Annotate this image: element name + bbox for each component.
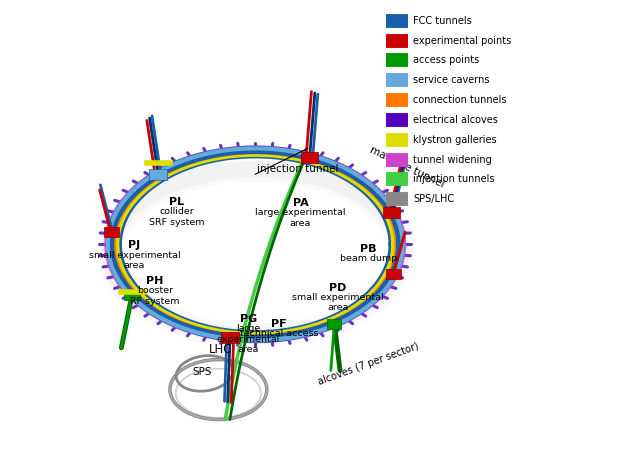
FancyBboxPatch shape <box>124 290 140 300</box>
Text: PH: PH <box>147 276 164 286</box>
Text: PL: PL <box>169 197 184 207</box>
FancyBboxPatch shape <box>301 152 318 163</box>
FancyBboxPatch shape <box>149 169 167 180</box>
Text: klystron galleries: klystron galleries <box>413 135 497 145</box>
Text: small experimental
area: small experimental area <box>292 293 384 312</box>
Text: SPS: SPS <box>192 366 212 377</box>
Text: LHC: LHC <box>209 343 232 356</box>
Text: PF: PF <box>271 319 287 329</box>
Text: large experimental
area: large experimental area <box>255 208 345 228</box>
Text: booster
RF system: booster RF system <box>130 286 180 306</box>
Text: PJ: PJ <box>128 240 140 250</box>
Text: PA: PA <box>293 198 309 208</box>
Text: service caverns: service caverns <box>413 75 490 85</box>
Text: small experimental
area: small experimental area <box>89 250 180 270</box>
Text: PB: PB <box>361 244 377 254</box>
Text: electrical alcoves: electrical alcoves <box>413 115 498 125</box>
Text: FCC tunnels: FCC tunnels <box>413 16 472 26</box>
FancyBboxPatch shape <box>328 319 341 329</box>
FancyBboxPatch shape <box>221 332 239 343</box>
Text: alcoves (7 per sector): alcoves (7 per sector) <box>316 341 420 387</box>
FancyBboxPatch shape <box>386 269 401 279</box>
Text: large
experimental
area: large experimental area <box>217 325 280 355</box>
Text: experimental points: experimental points <box>413 35 512 46</box>
Text: PG: PG <box>240 314 257 325</box>
Text: SPS/LHC: SPS/LHC <box>413 194 455 204</box>
FancyBboxPatch shape <box>383 207 401 218</box>
Text: connection tunnels: connection tunnels <box>413 95 507 105</box>
Text: PD: PD <box>330 283 347 293</box>
Text: injection tunnels: injection tunnels <box>413 174 495 184</box>
Text: injection tunnel: injection tunnel <box>257 164 338 174</box>
Text: beam dump: beam dump <box>340 254 398 263</box>
Text: tunnel widening: tunnel widening <box>413 154 492 165</box>
Text: access points: access points <box>413 55 479 65</box>
Text: machine tunnel: machine tunnel <box>368 145 446 189</box>
Text: technical access: technical access <box>240 329 318 338</box>
FancyBboxPatch shape <box>104 226 119 236</box>
Text: collider
SRF system: collider SRF system <box>149 207 204 227</box>
